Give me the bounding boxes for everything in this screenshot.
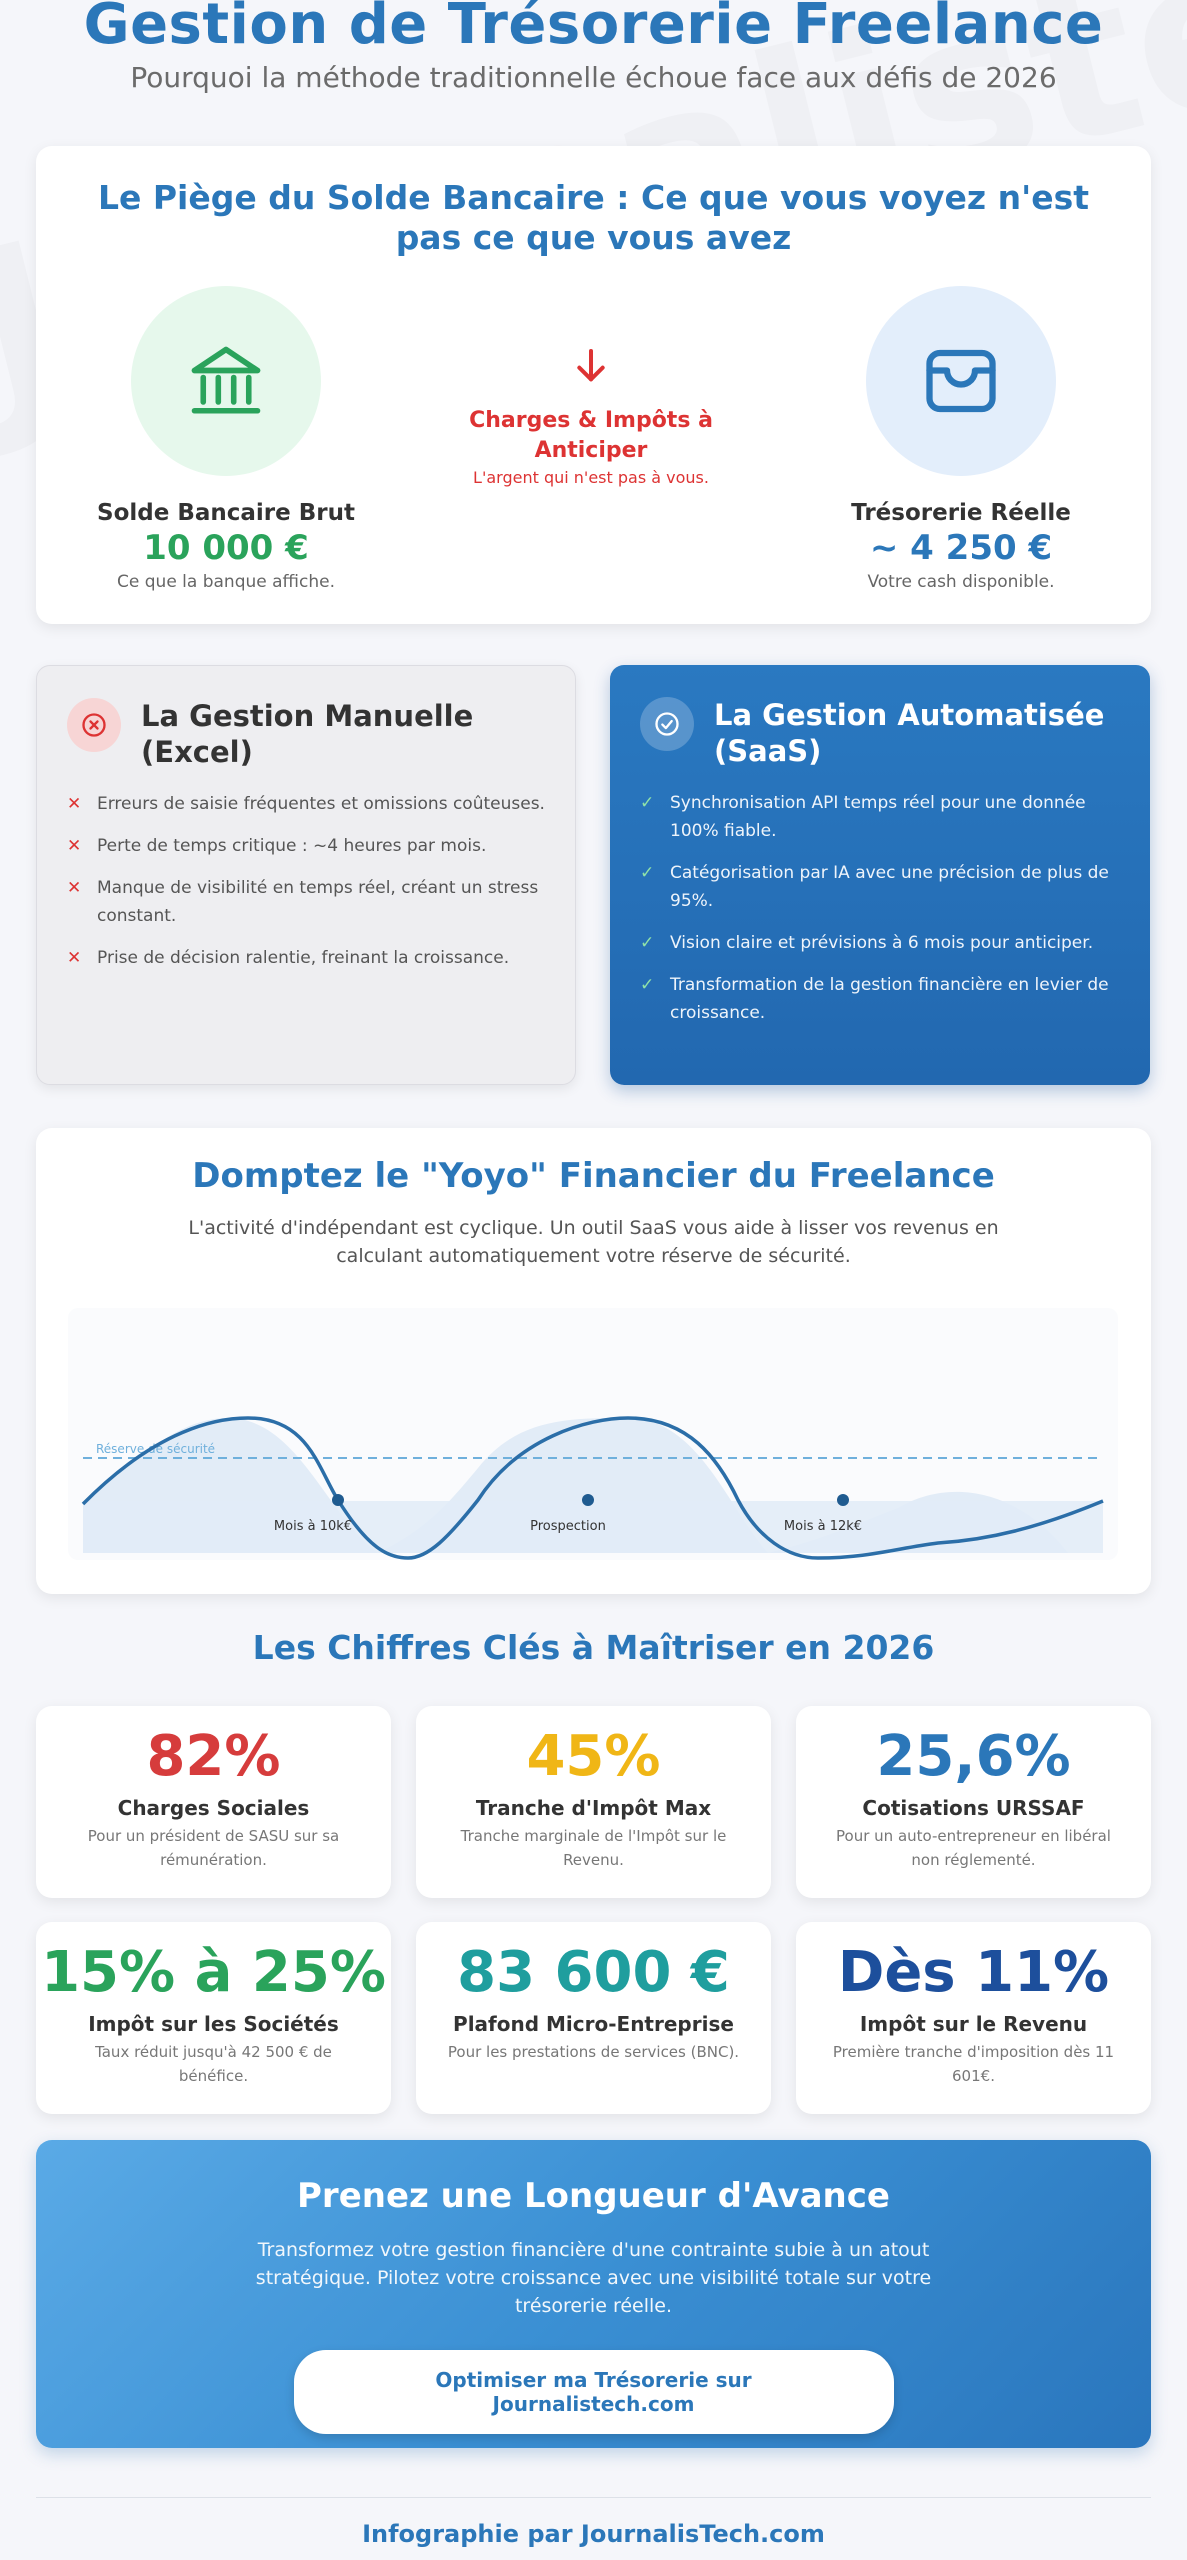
check-circle-icon xyxy=(655,712,679,736)
yoyo-illustration: Réserve de sécurité Mois à 10k€ Prospect… xyxy=(68,1308,1118,1560)
cross-icon: ✕ xyxy=(67,836,82,856)
list-item-text: Prise de décision ralentie, freinant la … xyxy=(97,948,510,968)
stat-value: 45% xyxy=(526,1724,661,1789)
list-item: ✕ Manque de visibilité en temps réel, cré… xyxy=(67,874,545,930)
stat-card: 82% Charges Sociales Pour un président d… xyxy=(36,1706,391,1898)
bank-icon-circle xyxy=(131,286,321,476)
gross-balance-block: Solde Bancaire Brut 10 000 € Ce que la b… xyxy=(76,286,376,592)
list-item-text: Transformation de la gestion financière … xyxy=(670,975,1109,1023)
list-item: ✓ Synchronisation API temps réel pour une… xyxy=(640,789,1120,845)
automated-title: La Gestion Automatisée (SaaS) xyxy=(714,698,1105,768)
stat-label: Impôt sur le Revenu xyxy=(859,2012,1088,2036)
cross-icon: ✕ xyxy=(67,794,82,814)
balance-trap-card: Le Piège du Solde Bancaire : Ce que vous… xyxy=(36,146,1151,624)
list-item-text: Synchronisation API temps réel pour une … xyxy=(670,793,1086,841)
list-item-text: Erreurs de saisie fréquentes et omission… xyxy=(97,794,545,814)
stat-card: 25,6% Cotisations URSSAF Pour un auto-en… xyxy=(796,1706,1151,1898)
stat-card: Dès 11% Impôt sur le Revenu Première tra… xyxy=(796,1922,1151,2114)
stat-label: Impôt sur les Sociétés xyxy=(88,2012,339,2036)
check-icon: ✓ xyxy=(640,793,655,813)
page-subtitle: Pourquoi la méthode traditionnelle échou… xyxy=(130,61,1057,94)
wallet-icon-circle xyxy=(866,286,1056,476)
real-treasury-value: ~ 4 250 € xyxy=(869,528,1053,568)
stat-description: Pour un président de SASU sur sa rémunér… xyxy=(87,1827,340,1869)
cross-icon: ✕ xyxy=(67,948,82,968)
real-treasury-block: Trésorerie Réelle ~ 4 250 € Votre cash d… xyxy=(811,286,1111,592)
point-label: Mois à 10k€ xyxy=(274,1519,352,1534)
manual-management-card: La Gestion Manuelle (Excel) ✕ Erreurs de … xyxy=(36,665,576,1085)
list-item: ✕ Prise de décision ralentie, freinant la… xyxy=(67,944,545,972)
manual-list: ✕ Erreurs de saisie fréquentes et omissio… xyxy=(67,790,545,972)
stat-label: Plafond Micro-Entreprise xyxy=(453,2012,734,2036)
optimize-treasury-button[interactable]: Optimiser ma Trésorerie sur Journalistec… xyxy=(293,2350,894,2434)
gross-balance-label: Solde Bancaire Brut xyxy=(97,500,355,526)
data-point xyxy=(837,1494,849,1506)
stat-label: Tranche d'Impôt Max xyxy=(475,1796,712,1820)
stat-description: Pour un auto-entrepreneur en libéral non… xyxy=(836,1827,1111,1869)
stat-description: Tranche marginale de l'Impôt sur le Reve… xyxy=(460,1827,727,1869)
point-label: Mois à 12k€ xyxy=(784,1519,862,1534)
bank-icon xyxy=(191,346,261,414)
x-circle-icon-wrap xyxy=(67,698,121,752)
charges-label: Charges & Impôts à Anticiper xyxy=(469,408,713,463)
data-point xyxy=(582,1494,594,1506)
list-item: ✕ Erreurs de saisie fréquentes et omissio… xyxy=(67,790,545,818)
stat-description: Taux réduit jusqu'à 42 500 € de bénéfice… xyxy=(95,2043,332,2085)
check-icon: ✓ xyxy=(640,975,655,995)
stat-card: 83 600 € Plafond Micro-Entreprise Pour l… xyxy=(416,1922,771,2114)
arrow-down-icon xyxy=(577,349,605,382)
cta-card: Prenez une Longueur d'Avance Transformez… xyxy=(36,2140,1151,2448)
yoyo-card: Domptez le "Yoyo" Financier du Freelance… xyxy=(36,1128,1151,1594)
stat-card: 45% Tranche d'Impôt Max Tranche marginal… xyxy=(416,1706,771,1898)
charges-note: L'argent qui n'est pas à vous. xyxy=(473,468,709,487)
stat-value: 83 600 € xyxy=(457,1940,730,2005)
yoyo-wave-line xyxy=(81,1416,1104,1560)
wallet-icon xyxy=(926,349,996,413)
automated-management-card: La Gestion Automatisée (SaaS) ✓ Synchroni… xyxy=(610,665,1150,1085)
yoyo-wave-svg: Réserve de sécurité Mois à 10k€ Prospect… xyxy=(81,1416,1104,1560)
stat-description: Première tranche d'imposition dès 11 601… xyxy=(832,2043,1115,2085)
cross-icon: ✕ xyxy=(67,878,82,898)
manual-title: La Gestion Manuelle (Excel) xyxy=(141,699,474,769)
list-item: ✓ Vision claire et prévisions à 6 mois po… xyxy=(640,929,1120,957)
x-circle-icon xyxy=(82,713,106,737)
check-circle-icon-wrap xyxy=(640,697,694,751)
list-item: ✓ Catégorisation par IA avec une précisio… xyxy=(640,859,1120,915)
gross-balance-value: 10 000 € xyxy=(143,528,309,568)
footer-credit: Infographie par JournalisTech.com xyxy=(362,2520,825,2548)
list-item: ✕ Perte de temps critique : ~4 heures par… xyxy=(67,832,545,860)
stat-value: Dès 11% xyxy=(837,1940,1110,2005)
stat-card: 15% à 25% Impôt sur les Sociétés Taux ré… xyxy=(36,1922,391,2114)
check-icon: ✓ xyxy=(640,863,655,883)
point-label: Prospection xyxy=(530,1519,606,1534)
yoyo-description: L'activité d'indépendant est cyclique. U… xyxy=(188,1217,999,1267)
footer-divider xyxy=(36,2497,1151,2498)
list-item: ✓ Transformation de la gestion financière… xyxy=(640,971,1120,1027)
real-treasury-label: Trésorerie Réelle xyxy=(851,500,1071,526)
list-item-text: Catégorisation par IA avec une précision… xyxy=(670,863,1109,911)
stat-label: Charges Sociales xyxy=(117,1796,310,1820)
cta-description: Transformez votre gestion financière d'u… xyxy=(255,2239,932,2317)
stat-description: Pour les prestations de services (BNC). xyxy=(447,2043,740,2061)
page-title: Gestion de Trésorerie Freelance xyxy=(83,0,1104,57)
reserve-label: Réserve de sécurité xyxy=(96,1442,215,1456)
check-icon: ✓ xyxy=(640,933,655,953)
list-item-text: Manque de visibilité en temps réel, créa… xyxy=(97,878,539,926)
charges-block: Charges & Impôts à Anticiper L'argent qu… xyxy=(426,346,756,487)
automated-list: ✓ Synchronisation API temps réel pour une… xyxy=(640,789,1120,1027)
real-treasury-note: Votre cash disponible. xyxy=(867,572,1055,592)
stats-title: Les Chiffres Clés à Maîtriser en 2026 xyxy=(252,1628,935,1667)
data-point xyxy=(332,1494,344,1506)
list-item-text: Perte de temps critique : ~4 heures par … xyxy=(97,836,487,856)
stat-value: 82% xyxy=(146,1724,281,1789)
list-item-text: Vision claire et prévisions à 6 mois pou… xyxy=(670,933,1094,953)
stat-value: 15% à 25% xyxy=(41,1940,386,2005)
cta-title: Prenez une Longueur d'Avance xyxy=(297,2176,890,2216)
gross-balance-note: Ce que la banque affiche. xyxy=(117,572,335,592)
stat-value: 25,6% xyxy=(876,1724,1071,1789)
stat-label: Cotisations URSSAF xyxy=(862,1796,1085,1820)
yoyo-title: Domptez le "Yoyo" Financier du Freelance xyxy=(192,1156,995,1196)
balance-trap-title: Le Piège du Solde Bancaire : Ce que vous… xyxy=(97,178,1090,257)
